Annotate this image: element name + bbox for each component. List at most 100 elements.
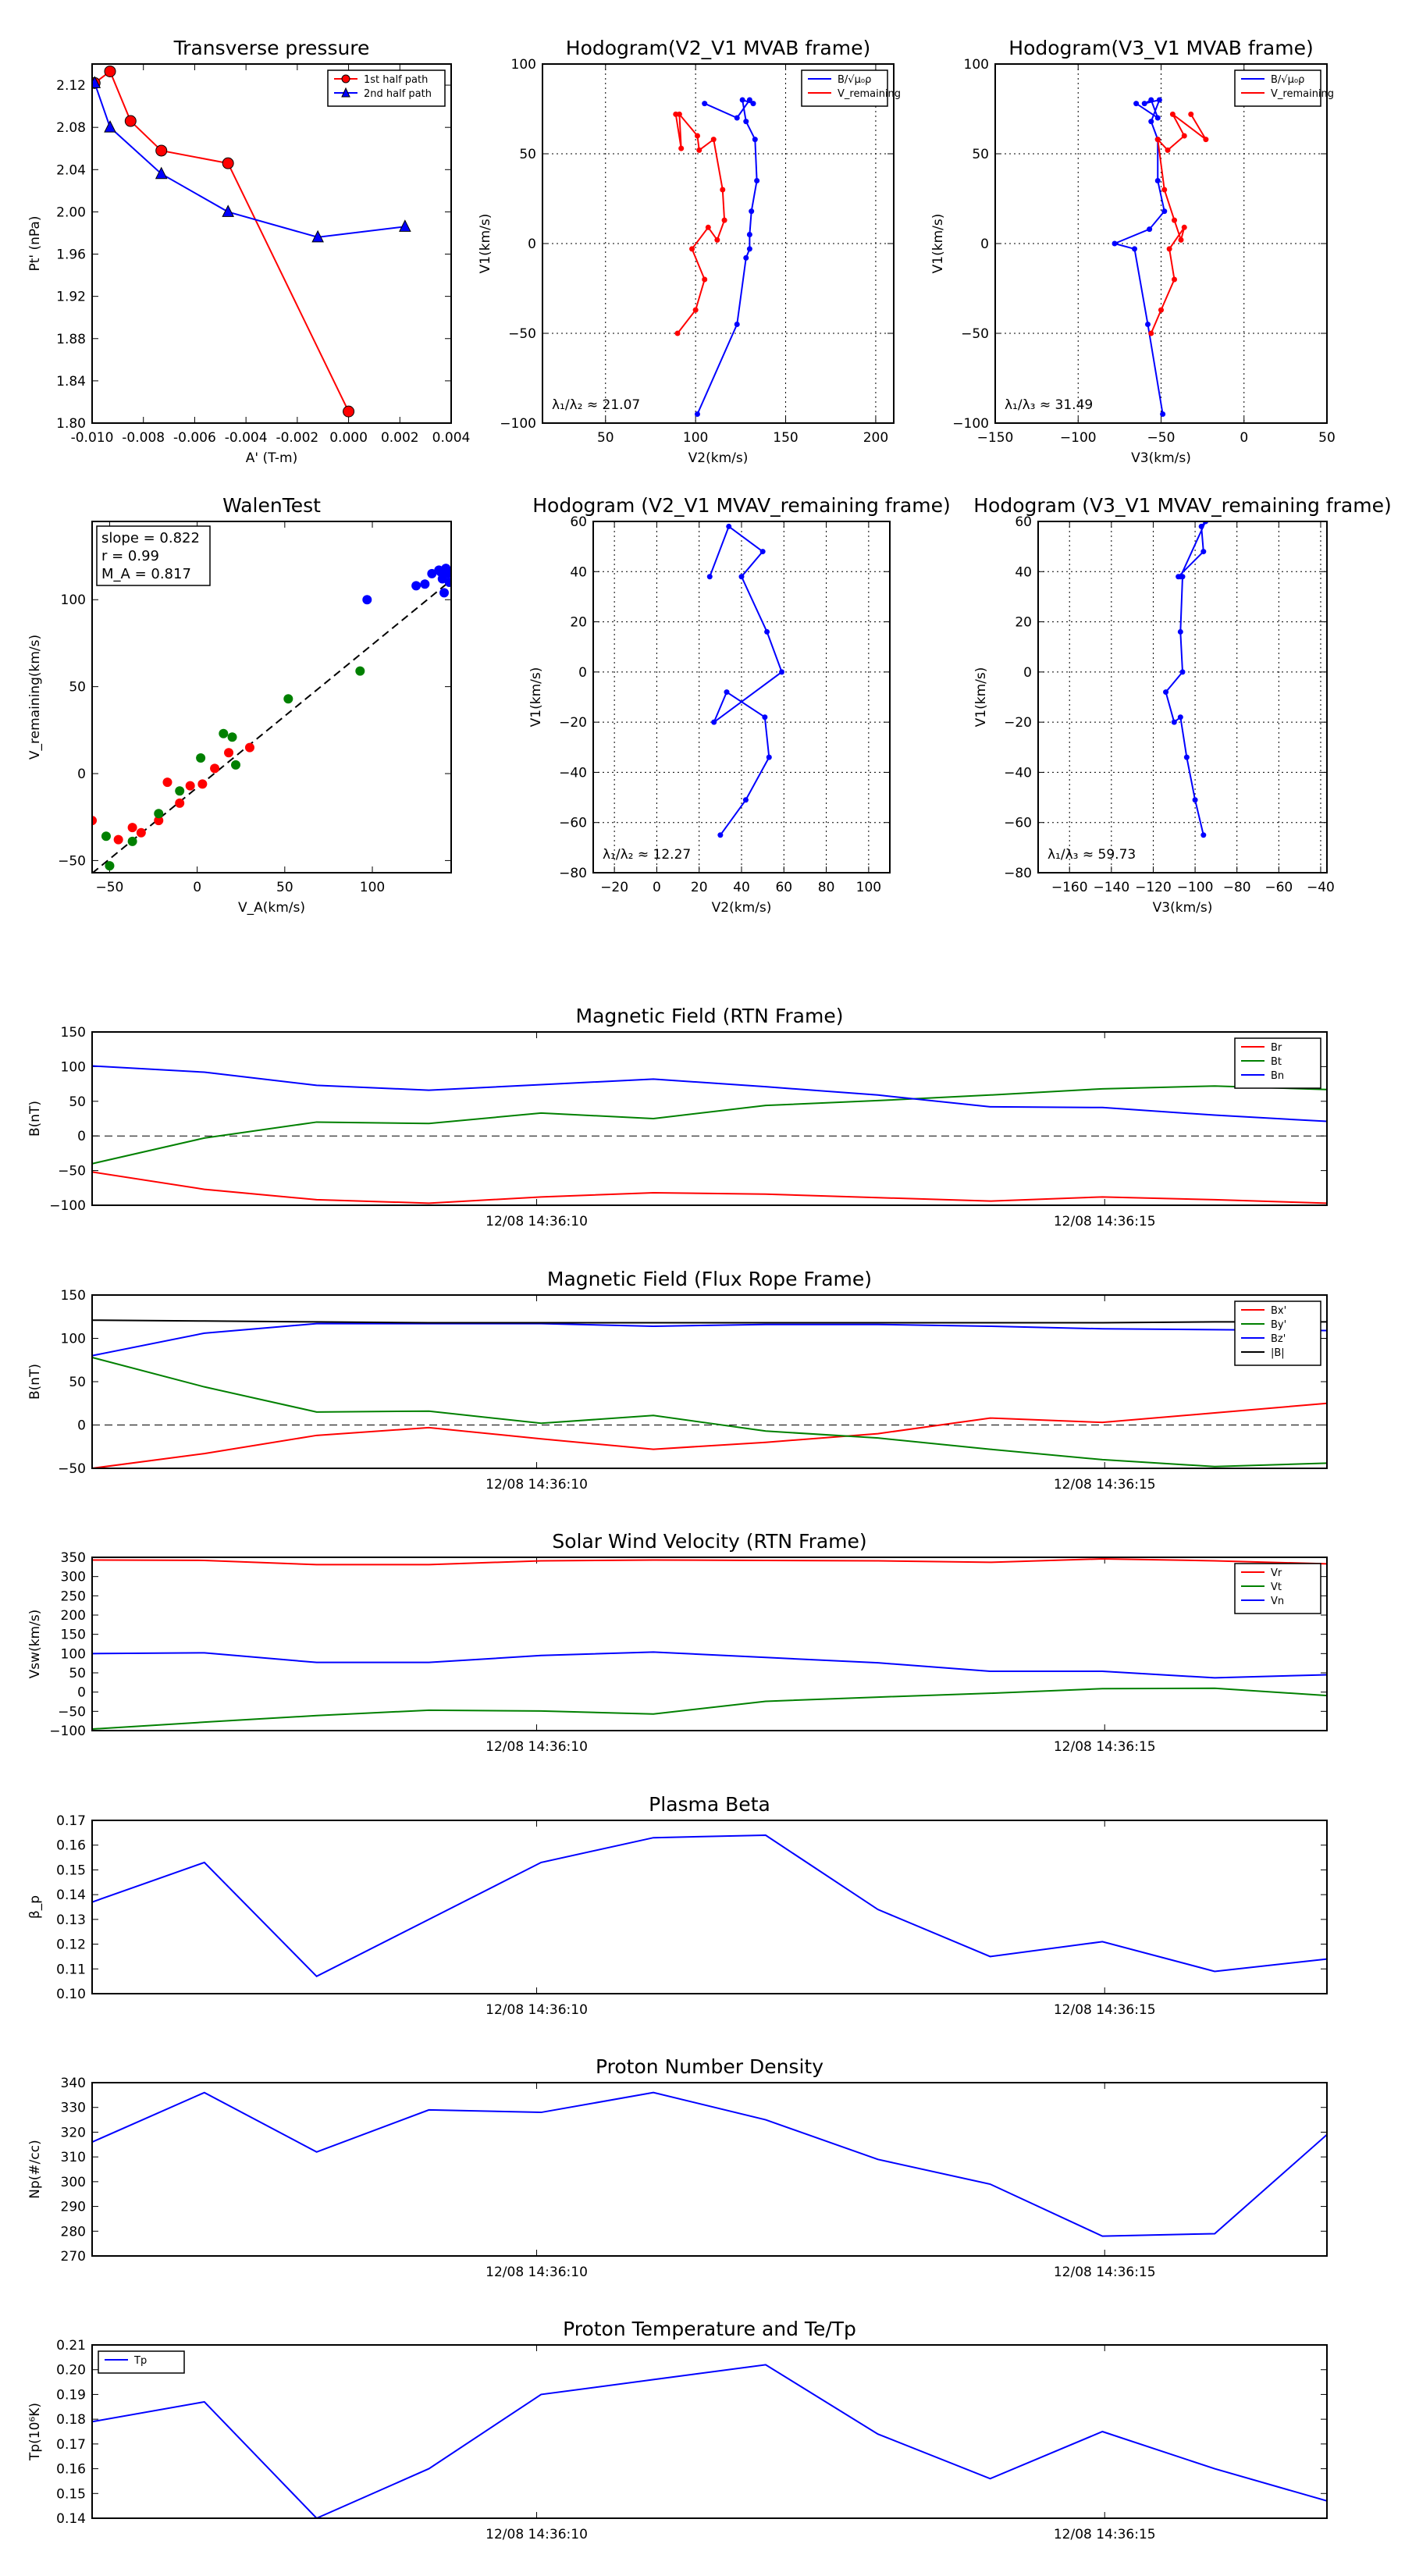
data-marker	[694, 411, 700, 417]
data-marker	[1200, 832, 1207, 838]
x-tick-label: −50	[95, 880, 123, 895]
data-marker	[779, 669, 785, 675]
ratio-annotation: λ₁/λ₃ ≈ 59.73	[1048, 847, 1136, 863]
stats-text: M_A = 0.817	[101, 566, 191, 582]
data-marker	[721, 217, 727, 223]
y-tick-label: 1.80	[56, 416, 86, 432]
data-marker	[1183, 754, 1190, 760]
y-tick-label: 0	[980, 237, 989, 252]
data-marker	[1203, 137, 1209, 143]
y-tick-label: −100	[952, 416, 989, 432]
y-axis-label: V1(km/s)	[528, 667, 544, 728]
chart-tp2: Proton Temperature and Te/Tp 0.14 0.15 0.16…	[27, 2318, 1328, 2542]
data-marker	[222, 157, 234, 169]
x-tick-label: 0	[653, 880, 661, 895]
legend-label: 2nd half path	[364, 88, 432, 100]
scatter-point	[436, 567, 446, 577]
x-axis-label: V3(km/s)	[1131, 450, 1191, 466]
chart-title: WalenTest	[222, 494, 321, 517]
x-tick-label: 50	[1318, 430, 1336, 446]
time-tick-label: 12/08 14:36:15	[1054, 2527, 1156, 2542]
y-axis-label: V_remaining(km/s)	[27, 635, 43, 760]
chart-title: Proton Temperature and Te/Tp	[563, 2318, 856, 2340]
y-tick-label: 100	[61, 592, 86, 608]
time-tick-label: 12/08 14:36:10	[486, 1739, 588, 1755]
chart-title: Magnetic Field (Flux Rope Frame)	[547, 1268, 872, 1290]
scatter-point	[411, 581, 422, 591]
x-tick-label: 100	[360, 880, 385, 895]
data-marker	[1166, 246, 1172, 252]
y-tick-label: 60	[1015, 514, 1032, 530]
plot-frame	[91, 2344, 1328, 2519]
legend-label: By'	[1271, 1319, 1286, 1331]
x-tick-label: -0.010	[71, 430, 114, 446]
x-tick-label: 200	[863, 430, 888, 446]
chart-title: Hodogram (V2_V1 MVAV_remaining frame)	[532, 494, 951, 517]
y-tick-label: 290	[61, 2200, 86, 2215]
scatter-point	[231, 760, 240, 770]
y-tick-label: 100	[511, 57, 536, 73]
y-axis-label: V1(km/s)	[478, 214, 493, 274]
plot-frame	[91, 2082, 1328, 2257]
y-tick-label: 50	[69, 1094, 86, 1110]
data-marker	[1161, 208, 1168, 215]
series-line-Vremaining	[1150, 113, 1207, 334]
series-line-Vt	[92, 1687, 1327, 1731]
scatter-point	[362, 595, 372, 605]
chart-title: Magnetic Field (RTN Frame)	[576, 1005, 844, 1027]
y-axis-label: B(nT)	[27, 1364, 43, 1400]
y-tick-label: 250	[61, 1589, 86, 1604]
data-marker	[1177, 628, 1183, 635]
y-tick-label: 0	[528, 237, 536, 252]
x-tick-label: 100	[683, 430, 708, 446]
time-tick-label: 12/08 14:36:10	[486, 1214, 588, 1229]
chart-bfr: Magnetic Field (Flux Rope Frame) −50 0 50 10…	[27, 1268, 1328, 1493]
legend-box	[1234, 1300, 1321, 1366]
chart-title: Transverse pressure	[173, 37, 370, 59]
chart-title: Hodogram(V2_V1 MVAB frame)	[566, 37, 870, 59]
scatter-point	[101, 831, 111, 841]
scatter-point	[224, 748, 234, 758]
y-tick-label: 100	[61, 1059, 86, 1075]
data-marker	[743, 254, 749, 261]
data-marker	[1192, 797, 1198, 803]
x-tick-label: 0	[1240, 430, 1248, 446]
x-tick-label: −140	[1093, 880, 1129, 895]
scatter-point	[162, 777, 173, 788]
plot-frame	[542, 63, 895, 424]
x-axis-label: A' (T-m)	[246, 450, 298, 466]
data-marker	[1160, 411, 1166, 417]
series-line-Br	[92, 1171, 1327, 1204]
y-tick-label: 2.04	[56, 162, 86, 178]
data-marker	[1172, 217, 1177, 223]
time-tick-label: 12/08 14:36:15	[1054, 1214, 1156, 1229]
y-tick-label: 0.18	[56, 2412, 86, 2428]
data-marker	[1179, 669, 1186, 675]
y-tick-label: 300	[61, 2175, 86, 2190]
y-tick-label: 150	[61, 1288, 86, 1304]
chart-bfield: Magnetic Field (RTN Frame) −100 −50 0 50 100 1…	[27, 1005, 1328, 1229]
y-axis-label: β_p	[27, 1895, 43, 1919]
data-marker	[749, 208, 755, 215]
y-tick-label: −50	[508, 326, 536, 342]
x-tick-label: -0.008	[122, 430, 165, 446]
plot-area	[92, 564, 451, 873]
data-marker	[754, 178, 760, 183]
stats-text: slope = 0.822	[101, 530, 200, 546]
y-tick-label: 100	[964, 57, 989, 73]
data-marker	[222, 205, 234, 217]
y-tick-label: 20	[570, 615, 587, 631]
data-marker	[1198, 523, 1204, 529]
x-axis-label: V_A(km/s)	[238, 900, 305, 916]
x-tick-label: −60	[1264, 880, 1293, 895]
ratio-annotation: λ₁/λ₃ ≈ 31.49	[1005, 397, 1093, 413]
data-marker	[311, 229, 324, 243]
scatter-point	[196, 753, 206, 763]
x-tick-label: −100	[1177, 880, 1214, 895]
x-tick-label: −120	[1135, 880, 1172, 895]
data-marker	[399, 219, 411, 232]
chart-title: Proton Number Density	[596, 2055, 823, 2078]
y-tick-label: 1.92	[56, 290, 86, 305]
x-axis-label: V2(km/s)	[712, 900, 772, 916]
